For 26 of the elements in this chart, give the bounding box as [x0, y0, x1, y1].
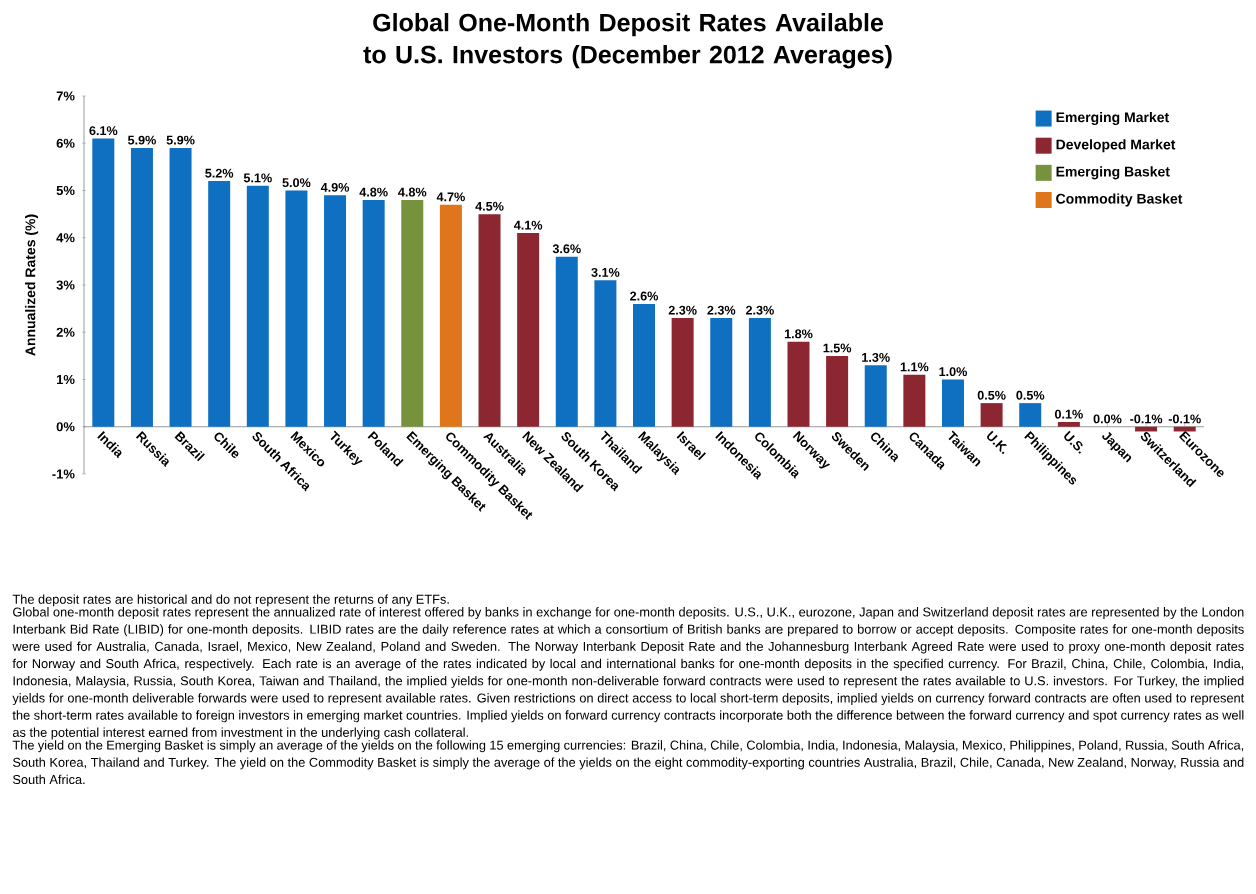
bar — [903, 374, 926, 427]
bar — [1019, 403, 1042, 427]
bar — [478, 214, 501, 427]
bar — [130, 147, 153, 427]
bar — [517, 233, 540, 427]
bar — [92, 138, 115, 427]
bar — [285, 190, 308, 427]
bar — [401, 199, 424, 427]
bar — [555, 256, 578, 427]
bar — [710, 318, 733, 427]
bar — [246, 185, 269, 427]
bar — [941, 379, 964, 427]
bar — [362, 199, 385, 427]
bar — [594, 280, 617, 427]
bar — [980, 403, 1003, 427]
bar — [208, 181, 231, 427]
bar — [864, 365, 887, 427]
bar — [169, 147, 192, 427]
bar — [324, 195, 347, 427]
chart-title: Global One-Month Deposit Rates Available to U.S. Investors (December 2012 Averages) — [363, 13, 892, 69]
bar — [633, 303, 656, 427]
bar — [787, 341, 810, 427]
bar — [439, 204, 462, 427]
bar — [826, 355, 849, 427]
bar — [748, 318, 771, 427]
bar — [671, 318, 694, 427]
